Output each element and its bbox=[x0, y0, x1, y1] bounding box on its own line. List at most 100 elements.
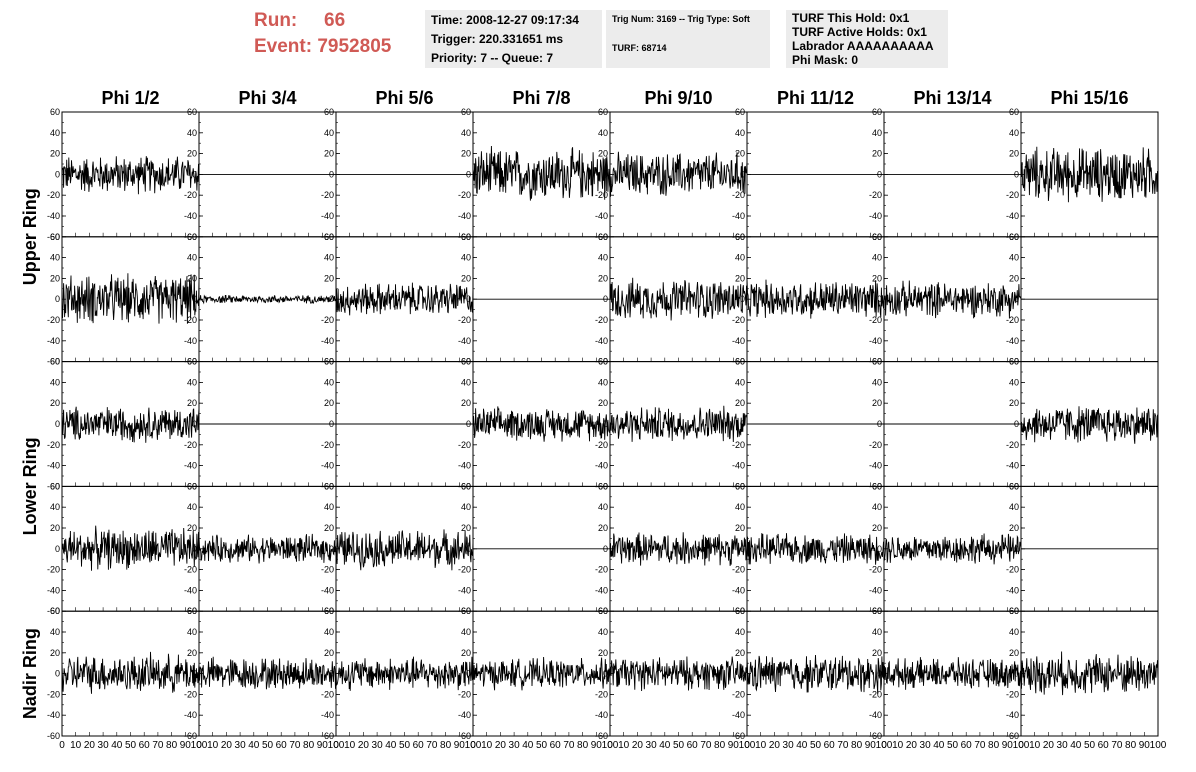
y-tick-label: 0 bbox=[877, 169, 882, 179]
x-tick-label: 70 bbox=[837, 740, 849, 751]
x-tick-label: 50 bbox=[947, 740, 959, 751]
y-tick-label: 60 bbox=[324, 357, 334, 367]
y-tick-label: 20 bbox=[50, 523, 60, 533]
x-tick-label: 80 bbox=[303, 740, 315, 751]
y-tick-label: 20 bbox=[461, 149, 471, 159]
y-tick-label: 20 bbox=[872, 523, 882, 533]
y-tick-label: -20 bbox=[47, 190, 60, 200]
x-tick-label: 20 bbox=[1043, 740, 1055, 751]
y-tick-label: 40 bbox=[1009, 627, 1019, 637]
y-tick-label: 60 bbox=[461, 481, 471, 491]
y-tick-label: -60 bbox=[732, 731, 745, 741]
y-tick-label: 40 bbox=[1009, 377, 1019, 387]
y-tick-label: -40 bbox=[595, 211, 608, 221]
y-tick-label: 20 bbox=[735, 273, 745, 283]
y-tick-label: 40 bbox=[598, 377, 608, 387]
x-tick-label: 40 bbox=[659, 740, 671, 751]
y-tick-label: -20 bbox=[732, 689, 745, 699]
column-title: Phi 13/14 bbox=[913, 88, 991, 108]
y-tick-label: -20 bbox=[321, 440, 334, 450]
x-tick-label: 90 bbox=[454, 740, 466, 751]
y-tick-label: 20 bbox=[324, 149, 334, 159]
y-tick-label: -40 bbox=[458, 336, 471, 346]
y-tick-label: 60 bbox=[50, 606, 60, 616]
y-tick-label: 60 bbox=[50, 107, 60, 117]
y-tick-label: 40 bbox=[1009, 253, 1019, 263]
waveform-trace bbox=[883, 280, 1022, 319]
y-tick-label: 60 bbox=[187, 481, 197, 491]
y-tick-label: 40 bbox=[50, 128, 60, 138]
time-line: Time: 2008-12-27 09:17:34 bbox=[431, 13, 579, 27]
y-tick-label: -40 bbox=[47, 585, 60, 595]
y-tick-label: 40 bbox=[461, 377, 471, 387]
y-tick-label: 0 bbox=[192, 294, 197, 304]
x-tick-label: 30 bbox=[509, 740, 521, 751]
waveform-trace bbox=[609, 405, 748, 443]
y-tick-label: 0 bbox=[603, 419, 608, 429]
event-label: Event: bbox=[254, 36, 313, 57]
y-tick-label: 20 bbox=[187, 273, 197, 283]
waveform-trace bbox=[198, 294, 337, 305]
x-tick-label: 50 bbox=[810, 740, 822, 751]
y-tick-label: 0 bbox=[603, 544, 608, 554]
y-tick-label: 40 bbox=[324, 253, 334, 263]
waveform-trace bbox=[198, 533, 337, 564]
waveform-trace bbox=[472, 145, 611, 201]
waveform-trace bbox=[609, 151, 748, 197]
y-tick-label: -40 bbox=[458, 461, 471, 471]
waveform-trace bbox=[472, 656, 611, 691]
y-tick-label: -20 bbox=[869, 565, 882, 575]
y-tick-label: -40 bbox=[47, 211, 60, 221]
y-tick-label: 0 bbox=[329, 544, 334, 554]
y-tick-label: 60 bbox=[50, 481, 60, 491]
x-tick-label: 100 bbox=[465, 740, 482, 751]
x-tick-label: 90 bbox=[865, 740, 877, 751]
x-tick-label: 70 bbox=[1111, 740, 1123, 751]
y-tick-label: -60 bbox=[321, 731, 334, 741]
y-tick-label: 20 bbox=[598, 523, 608, 533]
waveform-trace bbox=[335, 529, 474, 571]
x-tick-label: 10 bbox=[892, 740, 904, 751]
y-tick-label: -40 bbox=[1006, 211, 1019, 221]
row-group-label: Upper Ring bbox=[20, 188, 40, 285]
x-tick-label: 60 bbox=[1098, 740, 1110, 751]
column-title: Phi 11/12 bbox=[777, 88, 854, 108]
y-tick-label: -20 bbox=[595, 190, 608, 200]
y-tick-label: 40 bbox=[187, 253, 197, 263]
run-event-box: Run: 66 Event: 7952805 bbox=[254, 8, 391, 60]
x-tick-label: 80 bbox=[577, 740, 589, 751]
y-tick-label: -20 bbox=[321, 689, 334, 699]
x-tick-label: 90 bbox=[728, 740, 740, 751]
x-tick-label: 10 bbox=[755, 740, 767, 751]
y-tick-label: 60 bbox=[187, 606, 197, 616]
y-tick-label: 60 bbox=[735, 481, 745, 491]
run-label: Run: bbox=[254, 10, 298, 31]
y-tick-label: 20 bbox=[324, 273, 334, 283]
y-tick-label: -40 bbox=[732, 710, 745, 720]
y-tick-label: 0 bbox=[740, 544, 745, 554]
y-tick-label: -20 bbox=[47, 689, 60, 699]
row-group-label: Lower Ring bbox=[20, 437, 40, 535]
y-tick-label: -20 bbox=[1006, 315, 1019, 325]
y-tick-label: 0 bbox=[55, 169, 60, 179]
y-tick-label: -20 bbox=[732, 315, 745, 325]
y-tick-label: 60 bbox=[598, 232, 608, 242]
y-tick-label: 60 bbox=[187, 107, 197, 117]
x-tick-label: 100 bbox=[739, 740, 756, 751]
column-title: Phi 3/4 bbox=[238, 88, 296, 108]
waveform-trace bbox=[61, 406, 200, 443]
y-tick-label: -20 bbox=[458, 190, 471, 200]
y-tick-label: 20 bbox=[50, 273, 60, 283]
